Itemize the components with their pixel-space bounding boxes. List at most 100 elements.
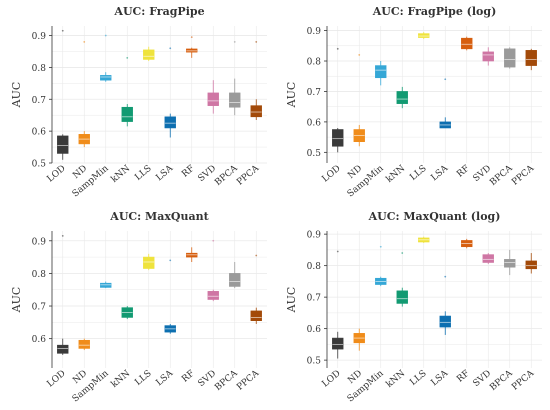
box-body <box>78 339 90 349</box>
box-body <box>100 75 112 81</box>
box-body <box>332 129 344 147</box>
x-tick-label-rf: RF <box>180 369 196 385</box>
x-tick-label-lsa: LSA <box>429 368 450 388</box>
x-tick-label-lod: LOD <box>45 369 67 390</box>
box-outlier <box>255 41 258 43</box>
y-axis-label: AUC <box>10 287 23 314</box>
box-knn <box>396 252 408 307</box>
box-knn <box>396 86 408 109</box>
x-tick-label-lsa: LSA <box>154 163 175 183</box>
y-axis-label: AUC <box>285 82 298 109</box>
y-tick-label: 0.8 <box>307 262 322 272</box>
y-tick-label: 0.5 <box>307 149 322 159</box>
y-tick-label: 0.7 <box>32 303 47 313</box>
y-tick-label: 0.6 <box>32 335 47 345</box>
box-body <box>164 116 176 129</box>
box-lls <box>418 236 430 243</box>
box-body <box>207 92 219 106</box>
x-tick-label-bpca: BPCA <box>488 163 515 188</box>
x-tick-label-knn: kNN <box>384 164 407 185</box>
box-bpca <box>504 47 516 69</box>
y-tick-label: 0.6 <box>32 128 47 138</box>
box-rf <box>186 247 198 262</box>
x-tick-label-rf: RF <box>455 369 471 385</box>
box-svd <box>207 239 219 302</box>
box-svd <box>482 47 494 66</box>
box-outlier <box>169 47 172 50</box>
box-body <box>482 254 494 263</box>
box-body <box>250 310 262 322</box>
chart-panel-4: AUC: MaxQuant (log) 0.5 0.6 0.7 0.8 0.9 AUC LOD… <box>285 210 542 404</box>
x-tick-label-knn: kNN <box>384 369 407 390</box>
x-tick-label-lsa: LSA <box>154 368 175 388</box>
box-svd <box>207 80 219 114</box>
chart-title: AUC: FragPipe <box>113 5 204 18</box>
box-bpca <box>504 249 516 276</box>
box-body <box>100 282 112 288</box>
box-bpca <box>229 41 241 116</box>
box-lsa <box>164 259 176 334</box>
box-outlier <box>358 54 361 56</box>
box-lsa <box>439 275 451 335</box>
box-body <box>250 105 262 118</box>
box-outlier <box>444 78 447 81</box>
box-sampmin <box>375 245 387 287</box>
box-body <box>207 291 219 300</box>
y-tick-label: 0.9 <box>307 231 322 241</box>
y-tick-label: 0.6 <box>307 325 322 335</box>
box-outlier <box>336 47 339 50</box>
box-body <box>57 135 69 154</box>
x-tick-label-lod: LOD <box>45 164 67 185</box>
box-lod <box>332 47 344 153</box>
box-outlier <box>61 234 64 237</box>
box-lsa <box>164 47 176 138</box>
box-body <box>525 260 537 270</box>
x-tick-label-lls: LLS <box>408 369 428 388</box>
y-tick-label: 0.7 <box>32 96 47 106</box>
box-body <box>504 48 516 68</box>
box-body <box>439 315 451 328</box>
box-body <box>396 290 408 304</box>
x-tick-label-knn: kNN <box>109 164 132 185</box>
box-outlier <box>190 36 193 39</box>
y-tick-label: 0.5 <box>307 357 322 367</box>
x-tick-label-ppca: PPCA <box>235 163 261 187</box>
box-body <box>482 51 494 62</box>
x-tick-label-lod: LOD <box>320 369 342 390</box>
x-tick-label-rf: RF <box>180 164 196 180</box>
box-outlier <box>401 252 404 254</box>
x-tick-label-bpca: BPCA <box>488 368 515 393</box>
box-body <box>57 344 69 354</box>
y-axis-label: AUC <box>10 82 23 109</box>
x-tick-label-bpca: BPCA <box>213 368 240 393</box>
box-lls <box>143 46 155 62</box>
box-sampmin <box>100 34 112 82</box>
x-tick-label-lsa: LSA <box>429 163 450 183</box>
box-svd <box>482 253 494 265</box>
box-ppca <box>525 253 537 274</box>
box-lsa <box>439 78 451 129</box>
box-outlier <box>379 245 382 248</box>
y-tick-label: 0.8 <box>32 64 47 74</box>
box-nd <box>353 54 365 147</box>
x-tick-label-lls: LLS <box>408 164 428 183</box>
box-lod <box>57 234 69 355</box>
x-tick-label-knn: kNN <box>109 369 132 390</box>
box-lls <box>143 253 155 271</box>
box-outlier <box>61 29 64 32</box>
box-lod <box>332 250 344 359</box>
box-outlier <box>255 254 258 257</box>
y-tick-label: 0.9 <box>307 27 322 37</box>
y-tick-label: 0.7 <box>307 88 322 98</box>
y-axis-label: AUC <box>285 287 298 314</box>
chart-title: AUC: MaxQuant <box>109 210 209 223</box>
box-ppca <box>250 41 262 120</box>
box-lod <box>57 29 69 160</box>
x-tick-label-bpca: BPCA <box>213 163 240 188</box>
box-body <box>418 33 430 38</box>
x-tick-label-lod: LOD <box>320 164 342 185</box>
chart-title: AUC: FragPipe (log) <box>372 5 497 18</box>
x-tick-label-lls: LLS <box>133 164 153 183</box>
box-body <box>229 92 241 108</box>
